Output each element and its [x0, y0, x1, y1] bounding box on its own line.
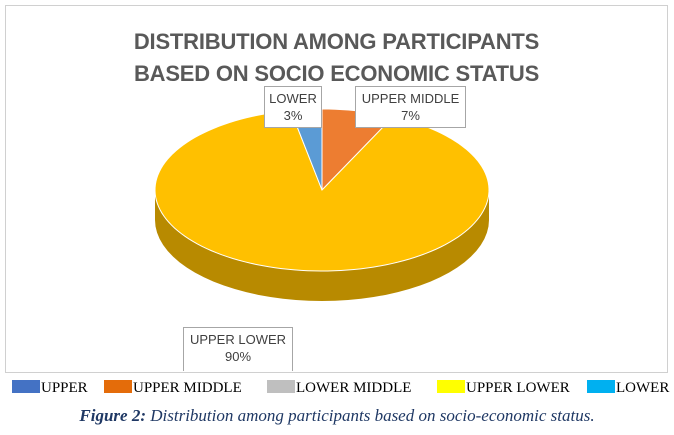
- data-label-upper-lower-name: UPPER LOWER: [189, 332, 287, 347]
- data-label-upper-lower: UPPER LOWER 90%: [183, 327, 293, 371]
- pie-side-upper-lower: [155, 190, 489, 301]
- figure-caption-text: Distribution among participants based on…: [146, 406, 595, 425]
- legend-item-upper-lower: UPPER LOWER: [437, 380, 570, 397]
- legend-item-lower: LOWER: [587, 380, 669, 397]
- pie-slices: [154, 108, 490, 272]
- data-label-upper-lower-value: 90%: [224, 349, 252, 364]
- legend-swatch-upper-lower: [437, 380, 465, 393]
- legend-swatch-lower: [587, 380, 615, 393]
- figure-caption: Figure 2: Distribution among participant…: [0, 406, 674, 426]
- chart-title-line-2: BASED ON SOCIO ECONOMIC STATUS: [133, 61, 540, 86]
- figure-caption-label: Figure 2:: [79, 406, 146, 425]
- data-label-upper-middle: UPPER MIDDLE 7%: [355, 86, 466, 128]
- legend-swatch-lower-middle: [267, 380, 295, 393]
- data-label-upper-middle-name: UPPER MIDDLE: [361, 91, 460, 106]
- legend: UPPER UPPER MIDDLE LOWER MIDDLE UPPER LO…: [12, 380, 672, 398]
- legend-label-lower: LOWER: [616, 380, 670, 396]
- legend-label-lower-middle: LOWER MIDDLE: [296, 380, 412, 396]
- legend-label-upper: UPPER: [41, 380, 88, 396]
- legend-swatch-upper-middle: [104, 380, 132, 393]
- data-label-lower-name: LOWER: [269, 91, 317, 106]
- legend-item-upper-middle: UPPER MIDDLE: [104, 380, 242, 397]
- legend-swatch-upper: [12, 380, 40, 393]
- data-label-lower-value: 3%: [283, 108, 303, 123]
- chart-title-line-1: DISTRIBUTION AMONG PARTICIPANTS: [133, 29, 540, 54]
- pie-slice-upper-lower: [154, 109, 490, 272]
- data-label-lower: LOWER 3%: [264, 86, 322, 128]
- legend-label-upper-middle: UPPER MIDDLE: [133, 380, 242, 396]
- legend-item-upper: UPPER: [12, 380, 88, 397]
- legend-label-upper-lower: UPPER LOWER: [466, 380, 570, 396]
- data-label-upper-middle-value: 7%: [401, 108, 420, 123]
- pie-3d-sides: [155, 190, 489, 301]
- legend-item-lower-middle: LOWER MIDDLE: [267, 380, 411, 397]
